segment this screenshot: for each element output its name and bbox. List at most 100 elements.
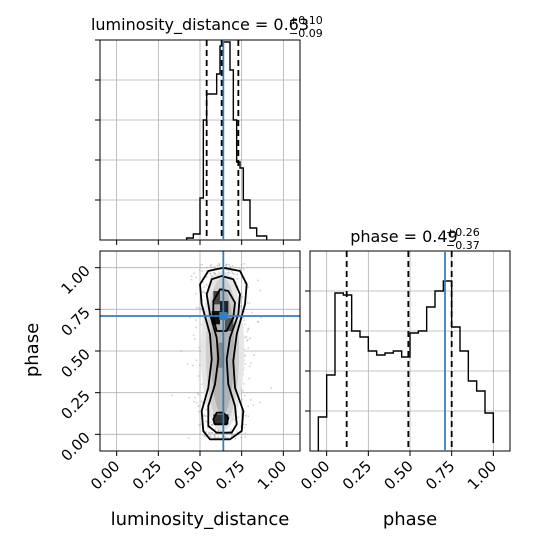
scatter-point	[217, 436, 220, 438]
scatter-point	[238, 267, 241, 269]
density-cell-5	[221, 414, 229, 425]
scatter-point	[203, 286, 206, 289]
scatter-point	[213, 273, 216, 276]
scatter-point	[225, 263, 228, 266]
histogram-phase: 0.00 0.25 0.50 0.75 1.00	[297, 250, 511, 493]
scatter-point	[199, 423, 202, 426]
scatter-point	[247, 328, 249, 331]
scatter-point	[193, 338, 196, 341]
density-plot-area	[100, 251, 300, 451]
contour-1	[205, 275, 241, 434]
xlabel-phase: phase	[383, 509, 437, 530]
scatter-point	[190, 278, 193, 281]
hist1-step-line	[185, 41, 268, 240]
scatter-point	[242, 382, 245, 385]
scatter-point	[229, 428, 232, 431]
density-cell-2	[211, 311, 220, 325]
scatter-point	[247, 347, 250, 350]
scatter-point	[199, 264, 202, 266]
scatter-point	[201, 383, 203, 385]
scatter-point	[198, 424, 201, 426]
scatter-point	[209, 436, 212, 438]
scatter-point	[209, 421, 212, 424]
scatter-point	[200, 400, 203, 403]
scatter-point	[201, 270, 204, 273]
scatter-point	[194, 396, 197, 399]
scatter-point	[216, 436, 219, 439]
scatter-point	[195, 359, 198, 362]
scatter-point	[210, 266, 213, 269]
scatter-point	[244, 432, 247, 435]
scatter-point	[250, 362, 253, 364]
scatter-point	[205, 420, 208, 422]
scatter-point	[211, 431, 214, 434]
scatter-point	[213, 434, 216, 437]
scatter-point	[210, 264, 213, 266]
scatter-point	[207, 431, 210, 434]
scatter-point	[241, 398, 243, 401]
scatter-point	[225, 264, 227, 267]
scatter-point	[229, 265, 232, 268]
scatter-point	[188, 397, 191, 399]
scatter-point	[190, 275, 193, 278]
scatter-point	[213, 272, 216, 275]
scatter-point	[203, 434, 206, 437]
scatter-point	[247, 286, 250, 289]
scatter-point	[216, 265, 219, 267]
density-cell-4	[213, 414, 222, 425]
scatter-point	[243, 262, 246, 265]
scatter-point	[214, 434, 216, 437]
scatter-point	[239, 268, 242, 271]
scatter-point	[199, 350, 201, 353]
scatter-point	[228, 272, 231, 274]
scatter-point	[197, 405, 200, 407]
scatter-point	[201, 263, 204, 266]
scatter-point	[247, 405, 250, 408]
scatter-point	[207, 433, 210, 436]
scatter-point	[252, 404, 255, 406]
title-phase-plus: +0.26	[446, 226, 480, 239]
scatter-point	[214, 427, 217, 430]
scatter-point	[196, 392, 199, 394]
scatter-point	[237, 416, 239, 419]
scatter-point	[204, 434, 206, 437]
scatter-point	[243, 268, 245, 271]
scatter-point	[226, 436, 229, 439]
scatter-point	[240, 263, 243, 266]
histogram-luminosity_distance	[95, 39, 301, 245]
scatter-point	[234, 266, 237, 269]
title-luminosity_distance: luminosity_distance = 0.63	[91, 15, 309, 35]
scatter-point	[198, 346, 201, 349]
scatter-point	[204, 415, 207, 417]
scatter-point	[197, 393, 200, 396]
scatter-point	[202, 290, 205, 293]
scatter-point	[195, 319, 198, 322]
scatter-point	[232, 433, 235, 436]
scatter-point	[192, 364, 194, 367]
scatter-point	[211, 431, 213, 434]
scatter-point	[241, 296, 244, 298]
title-luminosity_distance-minus: −0.09	[289, 27, 323, 40]
scatter-point	[211, 423, 214, 426]
scatter-point	[170, 394, 173, 397]
scatter-point	[195, 401, 198, 404]
scatter-point	[231, 265, 234, 267]
scatter-point	[246, 330, 249, 333]
scatter-point	[213, 436, 216, 439]
scatter-point	[228, 263, 230, 266]
scatter-point	[227, 269, 230, 272]
scatter-point	[246, 339, 248, 342]
scatter-point	[245, 336, 248, 338]
scatter-point	[209, 272, 212, 275]
scatter-point	[244, 323, 246, 326]
scatter-point	[249, 337, 251, 340]
scatter-point	[218, 262, 221, 265]
scatter-point	[205, 276, 208, 279]
scatter-point	[257, 279, 259, 282]
scatter-point	[231, 433, 233, 436]
scatter-point	[203, 413, 206, 416]
scatter-point	[242, 316, 245, 319]
scatter-point	[224, 436, 226, 439]
scatter-point	[243, 336, 246, 339]
